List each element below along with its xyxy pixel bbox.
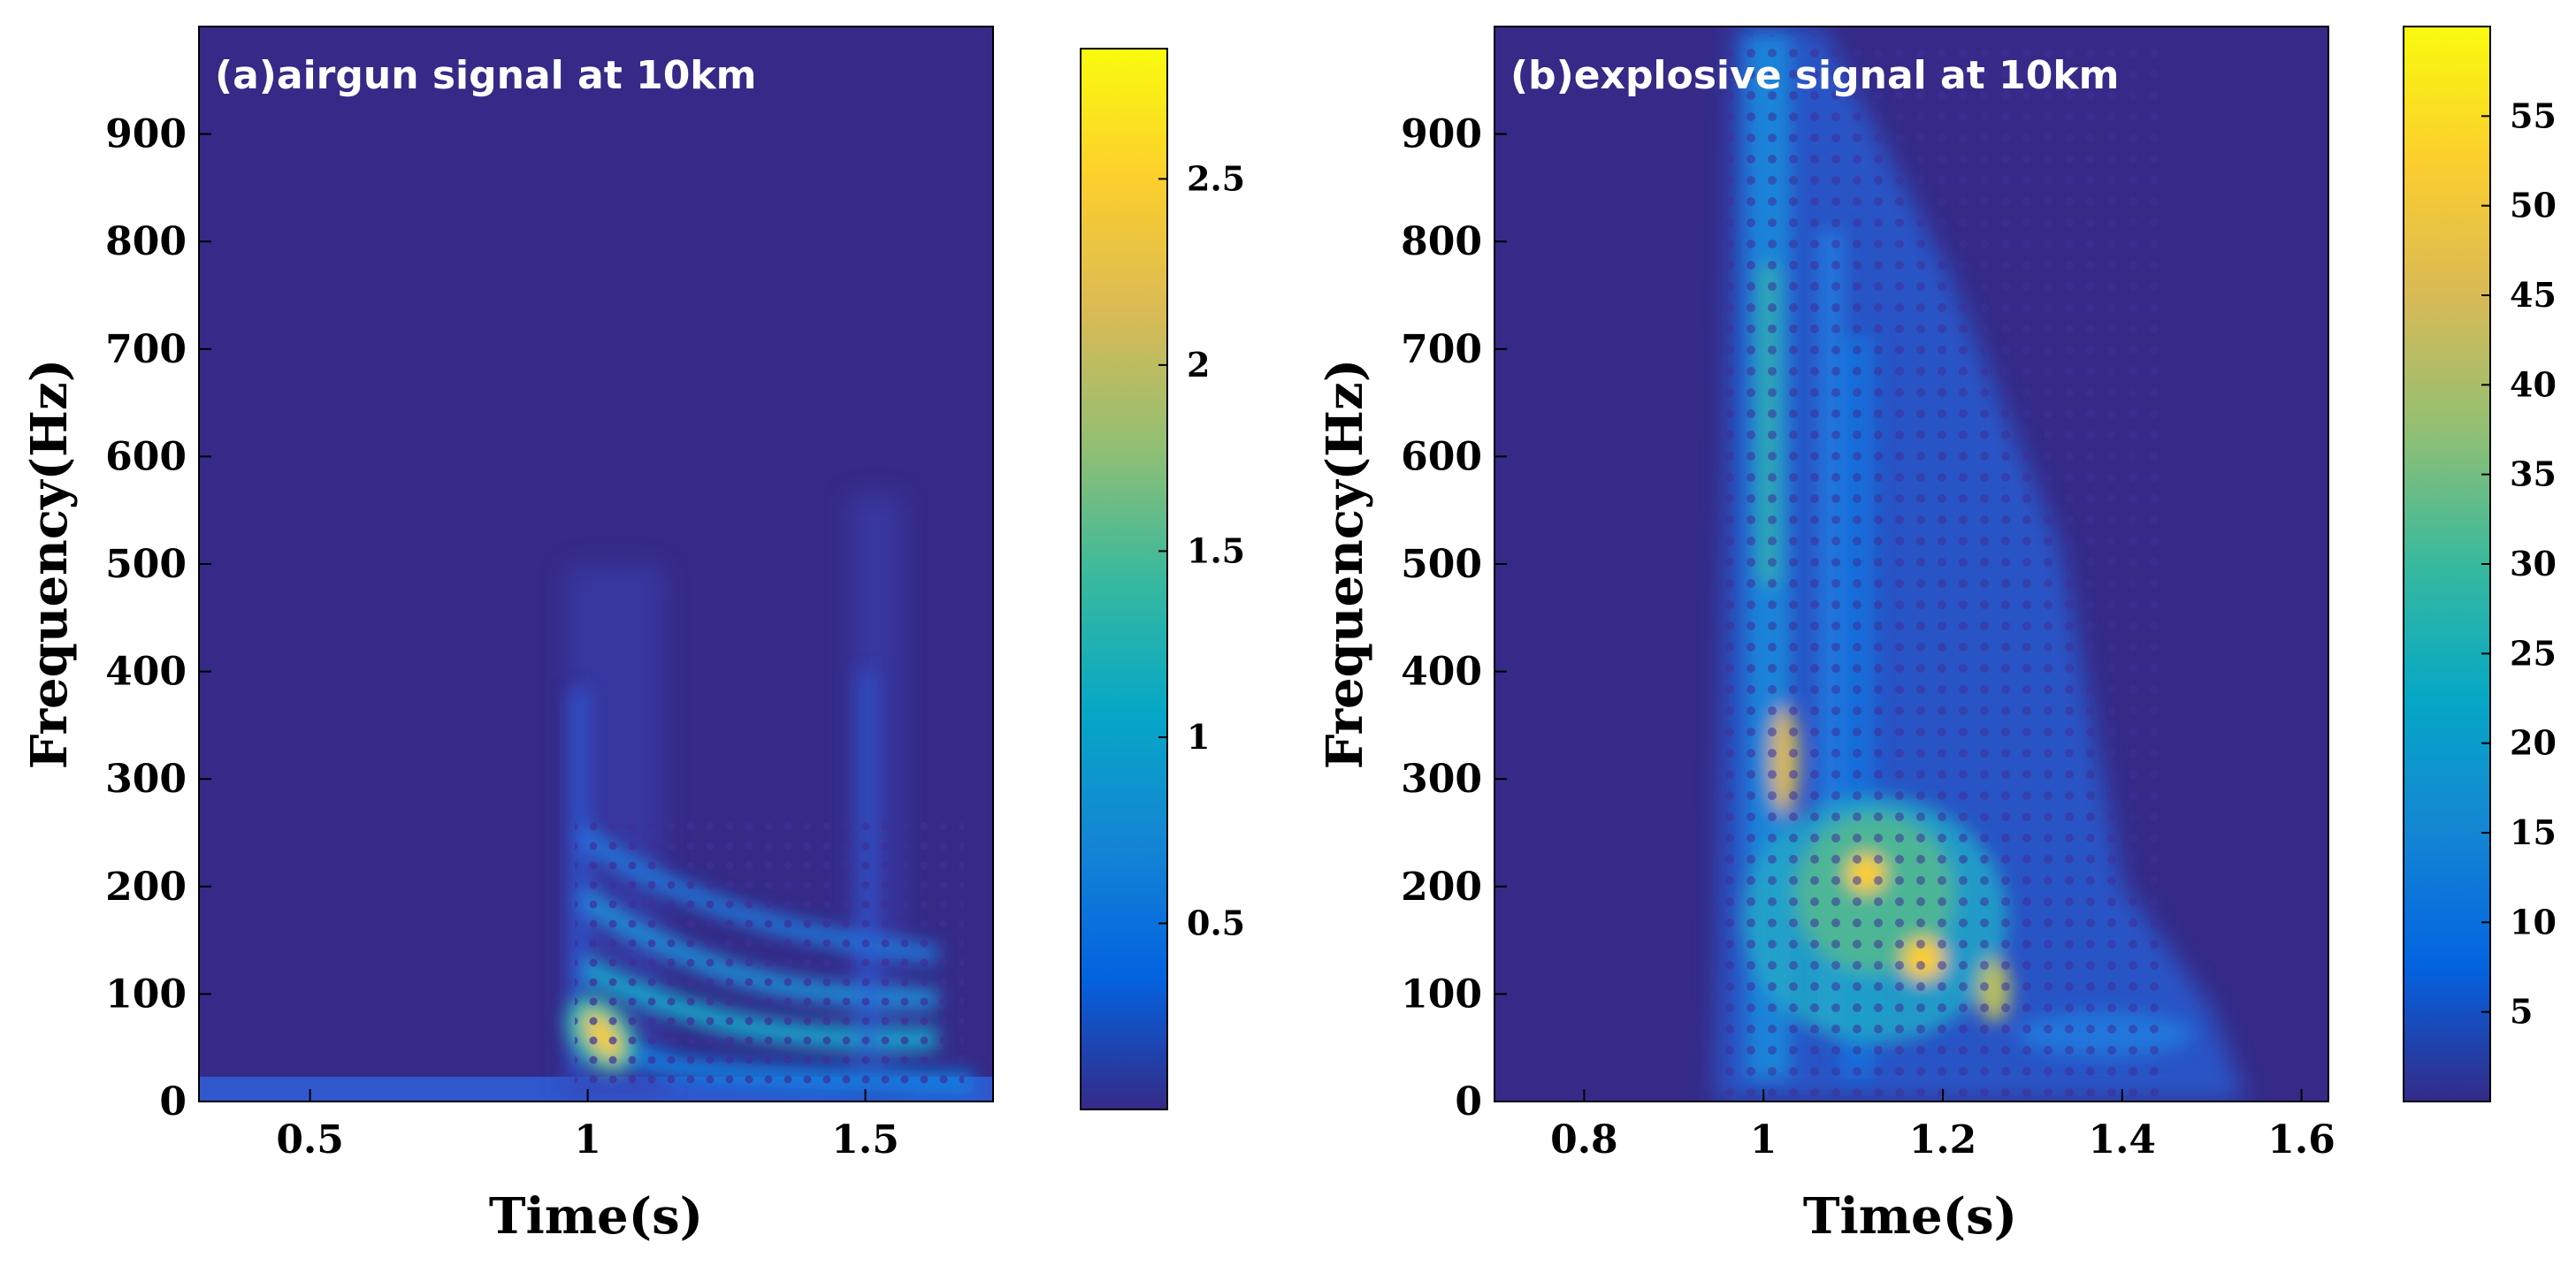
colorbar-tick-label: 30	[2510, 544, 2557, 583]
x-tick-label: 1	[1750, 1117, 1777, 1162]
y-tick-label: 300	[1401, 757, 1482, 802]
y-tick-label: 600	[1401, 434, 1482, 479]
x-tick-label: 1.5	[831, 1117, 899, 1162]
interference-pattern	[575, 822, 964, 1087]
y-tick-label: 0	[1455, 1079, 1482, 1124]
colorbar-tick-label: 10	[2510, 902, 2557, 941]
x-tick-label: 1.2	[1909, 1117, 1977, 1162]
colorbar-tick-label: 1.5	[1187, 530, 1245, 570]
y-axis-title: Frequency(Hz)	[20, 359, 79, 769]
axes: 0.8 1 1.2 1.4 1.6 0 100 200 300 400 500 600 700 800 90…	[1401, 112, 2335, 1162]
spectrogram-energy	[199, 495, 993, 1101]
colorbar-tick-label: 5	[2510, 992, 2533, 1032]
colorbar-tick-label: 2.5	[1187, 158, 1245, 198]
y-tick-label: 300	[105, 757, 187, 802]
spectrogram-energy	[1716, 27, 2246, 1101]
x-tick-label: 0.5	[276, 1117, 344, 1162]
colorbar	[1080, 48, 1168, 1110]
x-tick-label: 1.4	[2089, 1117, 2157, 1162]
colorbar-tick-label: 35	[2510, 454, 2557, 494]
x-axis-title: Time(s)	[1803, 1187, 2017, 1246]
x-tick-label: 1.6	[2267, 1117, 2335, 1162]
y-tick-label: 100	[1401, 972, 1482, 1017]
colorbar-tick-label: 45	[2510, 275, 2557, 315]
x-tick-label: 0.8	[1550, 1117, 1618, 1162]
y-tick-label: 200	[1401, 865, 1482, 910]
colorbar-tick-label: 20	[2510, 723, 2557, 763]
y-axis-title: Frequency(Hz)	[1316, 359, 1374, 769]
panel-a-title: (a)airgun signal at 10km	[215, 53, 756, 98]
colorbar-tick-label: 2	[1187, 345, 1210, 385]
colorbar-tick-label: 25	[2510, 633, 2557, 673]
colorbar-tick-label: 0.5	[1187, 903, 1245, 942]
axes: 0.5 1 1.5 0 100 200 300 400 500 600 700 800 900	[105, 112, 899, 1162]
y-tick-label: 0	[159, 1079, 187, 1124]
y-tick-label: 800	[1401, 219, 1482, 264]
y-tick-label: 800	[105, 219, 187, 264]
colorbar-ticks: 5 10 15 20 25 30 35 40 45 50 55	[2481, 95, 2557, 1032]
y-tick-label: 500	[105, 542, 187, 587]
colorbar	[2403, 26, 2491, 1102]
y-tick-label: 100	[105, 972, 187, 1017]
airgun-spectrogram-panel: (a)airgun signal at 10km 0.5 1 1.5 0 100 200 3…	[20, 26, 1245, 1246]
explosive-spectrogram-panel: (b)explosive signal at 10km 0.8 1 1.2 1.4 1.…	[1316, 26, 2557, 1246]
y-tick-label: 200	[105, 865, 187, 910]
colorbar-tick-label: 40	[2510, 364, 2557, 404]
y-tick-label: 400	[1401, 650, 1482, 695]
y-tick-label: 400	[105, 650, 187, 695]
y-tick-label: 900	[105, 112, 187, 157]
y-tick-label: 900	[1401, 112, 1482, 157]
y-tick-label: 700	[105, 327, 187, 372]
y-tick-label: 500	[1401, 542, 1482, 587]
colorbar-tick-label: 15	[2510, 812, 2557, 852]
x-tick-label: 1	[574, 1117, 601, 1162]
panel-b-title: (b)explosive signal at 10km	[1510, 53, 2119, 98]
colorbar-tick-label: 50	[2510, 186, 2557, 225]
colorbar-ticks: 0.5 1 1.5 2 2.5	[1158, 158, 1245, 942]
y-tick-label: 600	[105, 434, 187, 479]
x-axis-title: Time(s)	[489, 1187, 703, 1246]
colorbar-tick-label: 55	[2510, 95, 2557, 135]
colorbar-tick-label: 1	[1187, 717, 1210, 757]
interference-pattern	[1724, 35, 2167, 1096]
y-tick-label: 700	[1401, 327, 1482, 372]
